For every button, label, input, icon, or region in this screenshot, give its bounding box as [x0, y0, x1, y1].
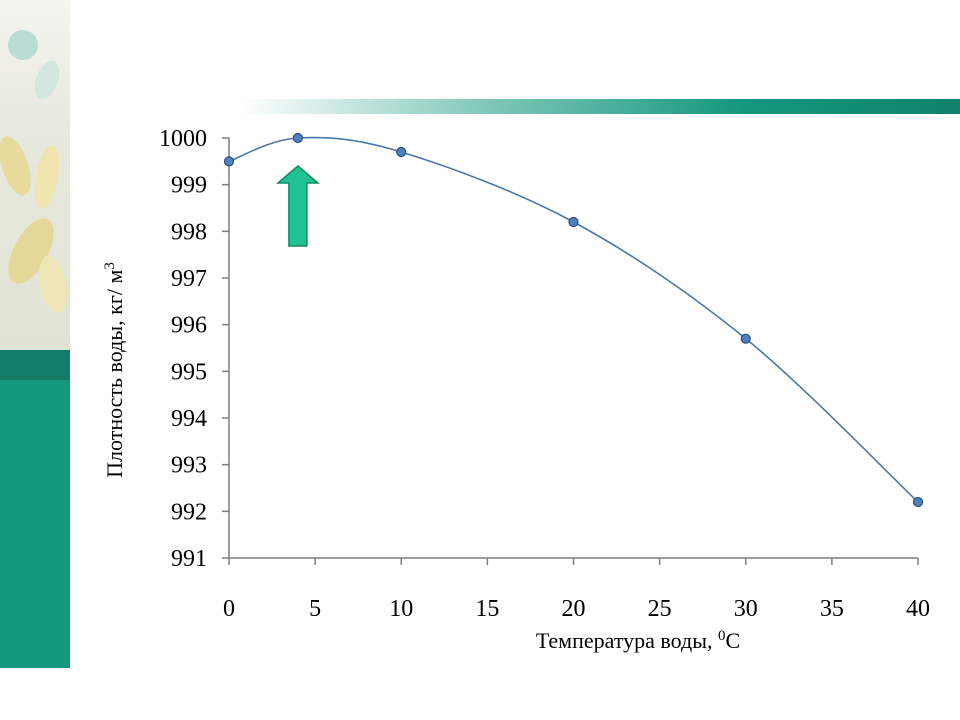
- x-tick-label: 35: [820, 596, 844, 622]
- y-ticks: 991 992 993 994 995 996 997 998 999 1000: [159, 126, 229, 572]
- y-tick-label: 994: [171, 406, 207, 432]
- pill-image: [8, 30, 38, 60]
- series-line: [228, 136, 919, 503]
- pills-photo: [0, 0, 70, 350]
- chart-axes: [228, 138, 918, 559]
- x-tick-label: 20: [562, 596, 586, 622]
- x-tick-label: 10: [389, 596, 413, 622]
- data-point: [292, 132, 303, 144]
- x-ticks: 0 5 10 15 20 25 30 35 40: [223, 558, 930, 622]
- data-point: [396, 146, 407, 158]
- y-tick-label: 992: [171, 499, 207, 525]
- x-tick-label: 40: [906, 596, 930, 622]
- teal-block: [0, 380, 70, 668]
- x-tick-label: 30: [734, 596, 758, 622]
- series-points: [223, 132, 924, 508]
- decorative-left-panel: [0, 0, 70, 668]
- x-tick-label: 15: [475, 596, 499, 622]
- header-gradient-bar: [240, 99, 960, 114]
- y-tick-label: 1000: [159, 126, 207, 152]
- data-point: [740, 333, 751, 344]
- y-tick-label: 996: [171, 313, 207, 339]
- data-point: [223, 156, 235, 167]
- x-tick-label: 0: [223, 596, 235, 622]
- y-tick-label: 998: [171, 219, 207, 245]
- y-tick-label: 991: [171, 546, 207, 572]
- y-tick-label: 999: [171, 173, 207, 199]
- arrow-up-icon: [275, 165, 320, 247]
- y-tick-label: 993: [171, 453, 207, 479]
- teal-band: [0, 350, 70, 380]
- data-point: [568, 216, 579, 228]
- max-density-arrow: [275, 165, 320, 247]
- x-axis-title: Температура воды, 0C: [536, 628, 740, 653]
- x-tick-label: 5: [309, 596, 321, 622]
- y-axis-title: Плотность воды, кг/ м3: [102, 262, 127, 478]
- x-tick-label: 25: [648, 596, 672, 622]
- data-point: [912, 496, 924, 508]
- y-tick-label: 995: [171, 359, 207, 385]
- y-tick-label: 997: [171, 266, 207, 292]
